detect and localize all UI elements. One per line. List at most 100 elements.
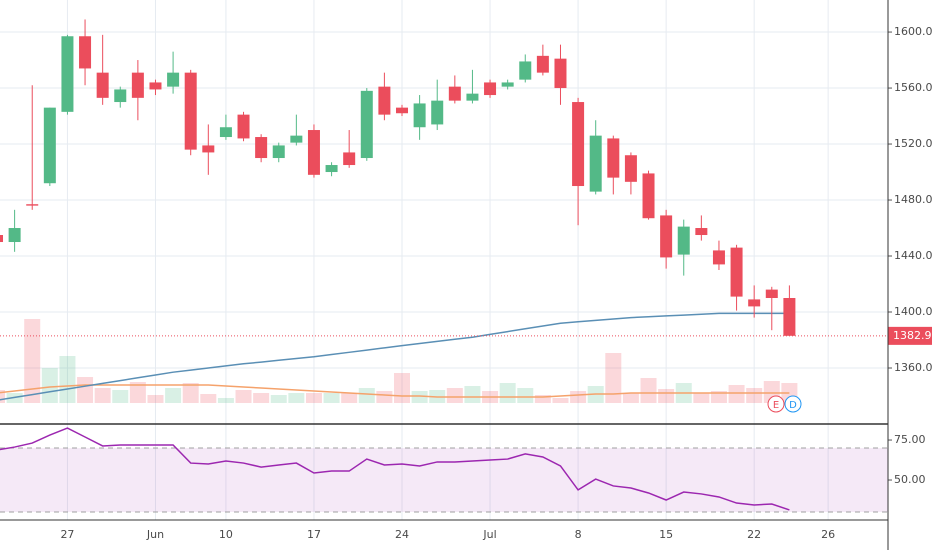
volume-bar xyxy=(376,391,393,403)
candle-body xyxy=(272,145,285,159)
candle-body xyxy=(219,127,232,138)
volume-bar xyxy=(112,390,129,403)
candle-body xyxy=(325,165,338,173)
candle-body xyxy=(26,204,39,206)
volume-bar xyxy=(341,393,358,403)
candle-body xyxy=(783,298,796,336)
candle-body xyxy=(519,61,532,80)
candle-body xyxy=(343,152,356,166)
candle-body xyxy=(79,36,92,69)
volume-bar xyxy=(411,391,428,403)
x-tick-label: Jun xyxy=(146,528,164,541)
rsi-tick-label: 50.00 xyxy=(894,473,926,486)
candle-body xyxy=(8,228,21,243)
volume-bar xyxy=(235,390,252,403)
volume-bar xyxy=(534,395,551,403)
candle-body xyxy=(677,226,690,255)
volume-bar xyxy=(217,398,234,403)
event-marker-label: D xyxy=(789,400,797,411)
candle-body xyxy=(572,102,585,187)
candle-body xyxy=(43,107,56,184)
candle-body xyxy=(167,72,180,87)
candle-body xyxy=(748,299,761,307)
volume-bar xyxy=(94,388,111,403)
volume-bar xyxy=(464,386,481,403)
x-tick-label: 22 xyxy=(747,528,761,541)
volume-bar xyxy=(552,398,569,403)
candle-body xyxy=(554,58,567,89)
candle-body xyxy=(360,90,373,159)
x-tick-label: 26 xyxy=(821,528,835,541)
candle-body xyxy=(149,82,162,90)
candle-body xyxy=(642,173,655,219)
last-price-box xyxy=(888,326,932,345)
volume-bar xyxy=(499,383,516,403)
y-tick-label: 1560.00 xyxy=(894,81,932,94)
candle-body xyxy=(114,89,127,103)
candle-body xyxy=(466,93,479,101)
candle-body xyxy=(765,289,778,299)
candle-body xyxy=(413,103,426,128)
volume-bar xyxy=(305,393,322,403)
rsi-band xyxy=(0,448,888,513)
volume-bar xyxy=(622,393,639,403)
volume-bar xyxy=(147,395,164,403)
volume-bar xyxy=(270,395,287,403)
candle-body xyxy=(61,36,74,112)
candle-body xyxy=(255,137,268,159)
candle-body xyxy=(237,114,250,139)
candle-body xyxy=(396,107,409,114)
volume-bar xyxy=(658,389,675,403)
x-tick-label: 27 xyxy=(60,528,74,541)
candle-body xyxy=(184,72,197,150)
candle-body xyxy=(307,130,320,175)
y-tick-label: 1480.00 xyxy=(894,193,932,206)
candle-body xyxy=(607,138,620,178)
volume-bar xyxy=(517,388,534,403)
y-tick-label: 1440.00 xyxy=(894,249,932,262)
volume-bar xyxy=(746,388,763,403)
volume-bar xyxy=(165,388,182,403)
candle-body xyxy=(660,215,673,258)
candle-body xyxy=(96,72,109,98)
volume-bar xyxy=(288,393,305,403)
event-marker xyxy=(784,395,802,413)
candle-body xyxy=(448,86,461,101)
x-tick-label: 24 xyxy=(395,528,409,541)
volume-bar xyxy=(446,388,463,403)
x-tick-label: 17 xyxy=(307,528,321,541)
candle-body xyxy=(536,55,549,73)
event-marker xyxy=(767,395,785,413)
rsi-line xyxy=(0,427,790,511)
volume-bar xyxy=(129,382,146,403)
candle-body xyxy=(484,82,497,96)
volume-bar xyxy=(59,356,76,403)
last-price-label: 1382.95 xyxy=(893,329,932,342)
candle-body xyxy=(730,247,743,297)
candle-body xyxy=(501,82,514,87)
y-tick-label: 1360.00 xyxy=(894,361,932,374)
volume-bar xyxy=(0,390,6,403)
candle-body xyxy=(589,135,602,192)
volume-bar xyxy=(693,393,710,403)
candle-body xyxy=(695,228,708,236)
candle-body xyxy=(378,86,391,115)
rsi-tick-label: 75.00 xyxy=(894,433,926,446)
volume-bar xyxy=(728,385,745,403)
volume-bar xyxy=(640,378,657,403)
candle-body xyxy=(624,155,637,182)
volume-bar xyxy=(394,373,411,403)
ma-line xyxy=(0,312,790,401)
y-tick-label: 1600.00 xyxy=(894,25,932,38)
candle-body xyxy=(0,235,4,243)
event-marker-label: E xyxy=(773,400,779,411)
x-tick-label: 10 xyxy=(219,528,233,541)
candle-body xyxy=(712,250,725,265)
volume-bar xyxy=(323,393,340,403)
y-tick-label: 1400.00 xyxy=(894,305,932,318)
volume-bar xyxy=(358,388,375,403)
volume-bar xyxy=(41,368,58,403)
volume-bar xyxy=(253,393,270,403)
